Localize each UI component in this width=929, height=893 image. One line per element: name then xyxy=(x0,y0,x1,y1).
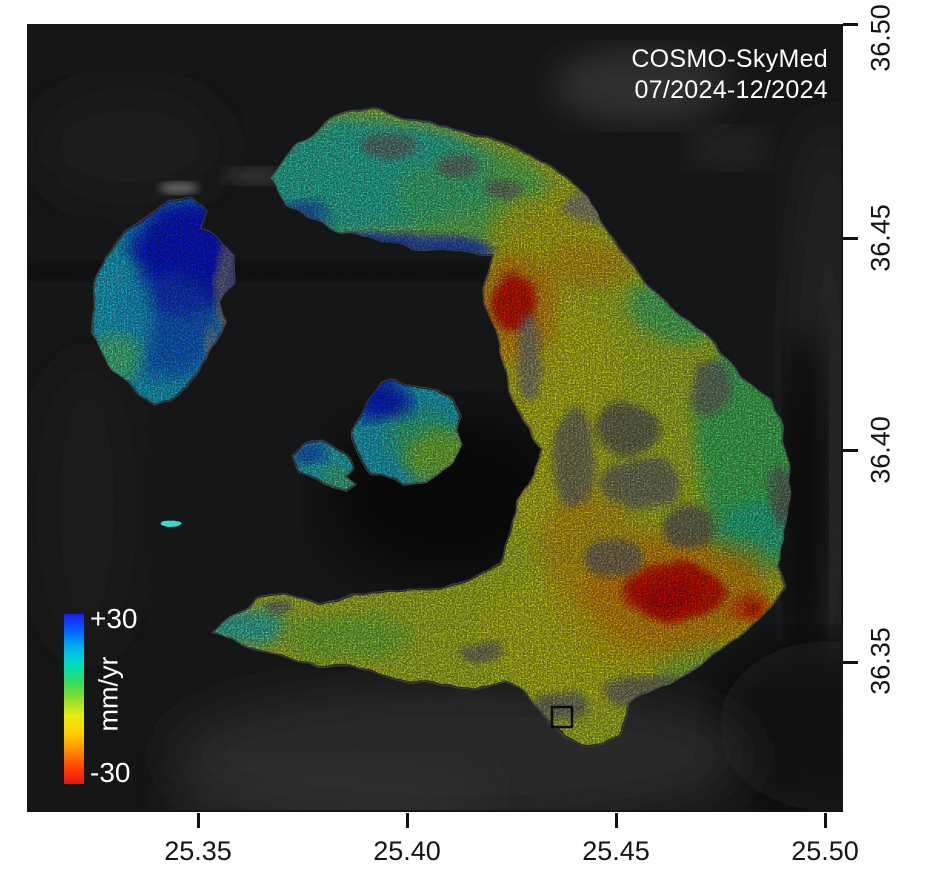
figure-title-line2: 07/2024-12/2024 xyxy=(634,76,828,104)
y-axis-tick-1 xyxy=(843,237,858,240)
colorbar-max-label: +30 xyxy=(90,603,138,634)
x-axis-label-1: 25.40 xyxy=(373,836,441,866)
reference-box xyxy=(550,705,574,729)
y-axis-label-3: 36.35 xyxy=(865,627,896,695)
x-axis-tick-0 xyxy=(197,813,200,828)
colorbar-gradient xyxy=(64,614,84,784)
y-axis-tick-0 xyxy=(843,23,858,26)
y-axis-label-2: 36.40 xyxy=(865,416,896,484)
y-axis-label-0: 36.50 xyxy=(865,4,896,72)
colorbar-min-label: -30 xyxy=(90,757,131,788)
x-axis-tick-3 xyxy=(824,813,827,828)
x-axis-tick-1 xyxy=(406,813,409,828)
x-axis-label-0: 25.35 xyxy=(164,836,232,866)
insar-map xyxy=(29,26,841,810)
x-axis-tick-2 xyxy=(615,813,618,828)
x-axis-label-2: 25.45 xyxy=(582,836,650,866)
y-axis-label-1: 36.45 xyxy=(865,204,896,272)
y-axis-tick-2 xyxy=(843,449,858,452)
figure-title-line1: COSMO-SkyMed xyxy=(631,45,828,73)
x-axis-label-3: 25.50 xyxy=(791,836,859,866)
islet-speck xyxy=(163,519,181,527)
y-axis-tick-3 xyxy=(843,661,858,664)
colorbar-unit-label: mm/yr xyxy=(93,656,124,732)
figure-title: COSMO-SkyMed 07/2024-12/2024 xyxy=(631,44,828,106)
map-canvas: COSMO-SkyMed 07/2024-12/2024 +30 mm/yr -… xyxy=(27,24,843,812)
